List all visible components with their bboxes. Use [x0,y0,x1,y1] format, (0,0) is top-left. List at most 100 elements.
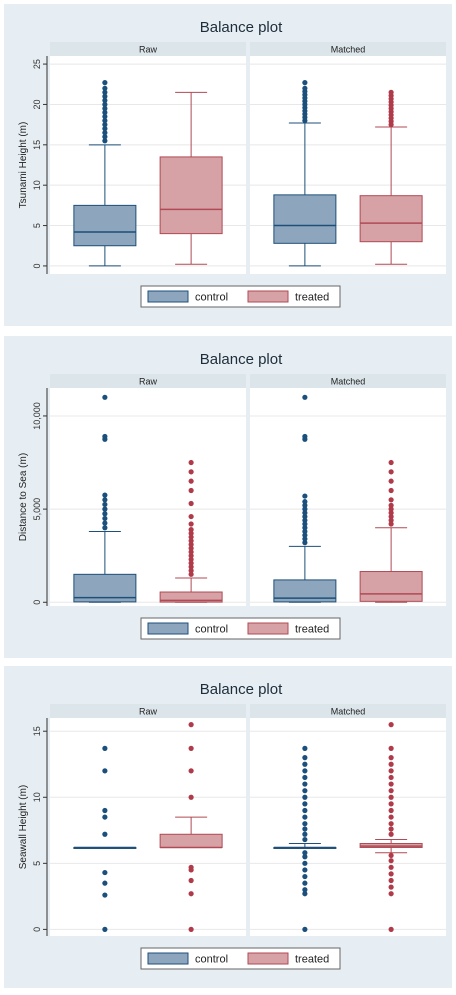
box-iqr [273,194,337,244]
outlier-point [188,564,194,570]
outlier-point [388,469,394,475]
outlier-point [388,926,394,932]
outlier-point [102,515,108,522]
y-tick-label: 5 [32,861,42,866]
outlier-point [102,126,108,132]
legend-label-treated: treated [295,292,329,304]
box-iqr [159,156,223,235]
outlier-point [302,821,308,827]
outlier-point [388,877,394,884]
outlier-point [388,814,394,820]
outlier-point [302,781,308,787]
outlier-point [188,545,194,551]
outlier-point [188,513,194,520]
outlier-point [388,722,394,728]
outlier-point [188,500,194,507]
outlier-point [388,794,394,800]
outlier-point [188,567,194,574]
outlier-point [302,80,308,86]
panel-matched: Matched [250,704,446,936]
control-box-matched [273,394,337,603]
outlier-point [302,521,308,527]
panel-strip [50,704,246,718]
chart-title: Balance plot [200,19,283,36]
outlier-point [388,852,394,859]
y-axis-label: Distance to Sea (m) [18,453,29,541]
outlier-point [388,487,394,494]
outlier-point [388,891,394,897]
outlier-point [188,794,194,800]
panel-strip-label: Matched [331,45,366,55]
outlier-point [302,525,308,531]
outlier-point [102,831,108,837]
outlier-point [188,521,194,527]
outlier-point [102,768,108,774]
treated-box-raw [159,459,223,603]
outlier-point [388,807,394,814]
y-axis-label: Seawall Height (m) [18,785,29,869]
outlier-point [302,794,308,800]
box-iqr [159,833,223,848]
outlier-point [102,869,108,876]
outlier-point [188,768,194,774]
legend-swatch-treated [247,622,289,635]
outlier-point [302,826,308,832]
outlier-point [388,864,394,870]
outlier-point [102,501,108,508]
outlier-point [102,97,108,104]
legend-swatch-treated [247,290,289,303]
outlier-point [302,873,308,880]
legend-swatch-control [147,622,189,635]
outlier-point [302,499,308,505]
treated-box-matched [359,459,423,603]
legend-swatch-treated [247,952,289,965]
outlier-point [188,556,194,563]
outlier-point [102,89,108,95]
outlier-point [102,109,108,116]
outlier-point [302,831,308,837]
outlier-point [102,122,108,128]
outlier-point [388,801,394,807]
y-tick-label: 5,000 [32,498,42,521]
outlier-point [188,877,194,884]
outlier-point [302,867,308,873]
panel-strip [50,374,246,388]
outlier-point [102,926,108,932]
outlier-point [302,768,308,774]
legend-label-control: control [195,954,228,966]
outlier-point [188,534,194,540]
outlier-point [302,510,308,516]
outlier-point [388,858,394,864]
y-tick-label: 15 [32,726,42,736]
outlier-point [302,528,308,535]
panel-matched: Matched [250,42,446,274]
outlier-point [102,520,108,526]
outlier-point [388,478,394,484]
outlier-point [388,517,394,523]
control-box-matched [273,745,337,932]
outlier-point [388,884,394,890]
outlier-point [102,807,108,814]
box-iqr [359,195,423,243]
outlier-point [102,134,108,140]
panel-strip-label: Matched [331,707,366,717]
outlier-point [388,768,394,774]
outlier-point [302,540,308,546]
panel-strip-label: Matched [331,377,366,387]
outlier-point [388,506,394,512]
outlier-point [188,527,194,533]
control-box-raw [73,745,137,932]
box-iqr [159,591,223,603]
outlier-point [102,105,108,112]
outlier-point [302,761,308,767]
outlier-point [302,502,308,508]
panel-strip [50,42,246,56]
panel-matched: Matched [250,374,446,606]
outlier-point [302,850,308,856]
panel-plot-area [250,718,446,936]
panel-plot-area [50,388,246,606]
outlier-point [188,571,194,577]
outlier-point [188,478,194,484]
outlier-point [302,807,308,814]
outlier-point [102,511,108,517]
